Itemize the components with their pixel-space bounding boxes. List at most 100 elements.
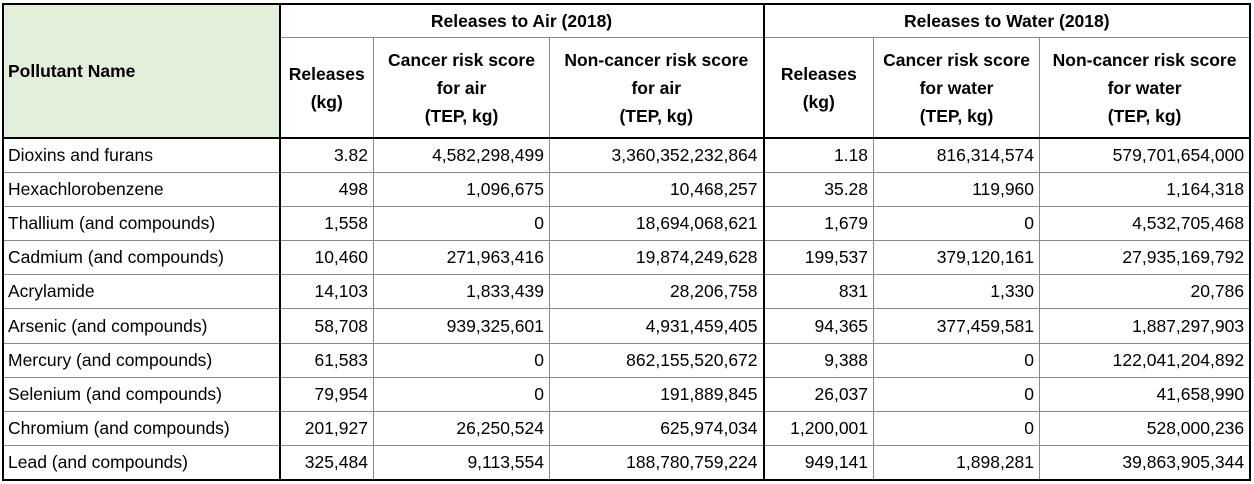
water-cancer-risk-header: Cancer risk score for water (TEP, kg) — [873, 37, 1041, 139]
air-noncancer-risk-cell: 188,780,759,224 — [548, 444, 765, 481]
water-noncancer-risk-header: Non-cancer risk score for water (TEP, kg) — [1039, 37, 1251, 139]
header-line: (kg) — [310, 91, 343, 112]
air-releases-cell: 61,583 — [279, 342, 374, 378]
water-cancer-risk-cell: 0 — [873, 376, 1041, 412]
pollutant-name-cell: Arsenic (and compounds) — [3, 308, 281, 344]
air-releases-kg-header: Releases (kg) — [279, 37, 374, 139]
water-releases-cell: 26,037 — [763, 376, 875, 412]
water-releases-cell: 1.18 — [763, 137, 875, 174]
air-cancer-risk-cell: 1,833,439 — [373, 274, 550, 310]
water-releases-cell: 1,679 — [763, 206, 875, 242]
water-noncancer-risk-cell: 27,935,169,792 — [1039, 240, 1251, 276]
water-cancer-risk-cell: 119,960 — [873, 172, 1041, 208]
air-releases-cell: 498 — [279, 172, 374, 208]
water-noncancer-risk-cell: 20,786 — [1039, 274, 1251, 310]
air-cancer-risk-header: Cancer risk score for air (TEP, kg) — [373, 37, 550, 139]
table-row: Thallium (and compounds) 1,558 0 18,694,068… — [3, 206, 1251, 242]
air-noncancer-risk-cell: 191,889,845 — [548, 376, 765, 412]
header-line: (TEP, kg) — [619, 105, 694, 126]
pollutant-name-cell: Lead (and compounds) — [3, 444, 281, 481]
water-releases-cell: 9,388 — [763, 342, 875, 378]
air-releases-cell: 79,954 — [279, 376, 374, 412]
header-line: (TEP, kg) — [919, 105, 994, 126]
water-releases-cell: 1,200,001 — [763, 410, 875, 446]
air-noncancer-risk-cell: 19,874,249,628 — [548, 240, 765, 276]
pollutant-name-header: Pollutant Name — [3, 4, 281, 139]
air-cancer-risk-cell: 0 — [373, 376, 550, 412]
air-releases-cell: 10,460 — [279, 240, 374, 276]
header-line: (TEP, kg) — [424, 105, 499, 126]
header-line: for water — [919, 77, 994, 98]
water-cancer-risk-cell: 1,330 — [873, 274, 1041, 310]
air-noncancer-risk-cell: 3,360,352,232,864 — [548, 137, 765, 174]
table-row: Dioxins and furans 3.82 4,582,298,499 3,360… — [3, 137, 1251, 174]
air-releases-cell: 3.82 — [279, 137, 374, 174]
water-releases-cell: 949,141 — [763, 444, 875, 481]
table-row: Cadmium (and compounds) 10,460 271,963,416… — [3, 240, 1251, 276]
table-row: Chromium (and compounds) 201,927 26,250,52… — [3, 410, 1251, 446]
table-row: Selenium (and compounds) 79,954 0 191,889,8… — [3, 376, 1251, 412]
header-line: Cancer risk score — [388, 49, 535, 70]
air-releases-cell: 58,708 — [279, 308, 374, 344]
water-cancer-risk-cell: 0 — [873, 206, 1041, 242]
air-releases-cell: 14,103 — [279, 274, 374, 310]
pollutant-releases-table: Pollutant Name Releases to Air (2018) Re… — [1, 3, 1252, 481]
air-releases-cell: 325,484 — [279, 444, 374, 481]
water-noncancer-risk-cell: 528,000,236 — [1039, 410, 1251, 446]
water-cancer-risk-cell: 377,459,581 — [873, 308, 1041, 344]
header-line: Cancer risk score — [883, 49, 1030, 70]
water-cancer-risk-cell: 379,120,161 — [873, 240, 1041, 276]
air-noncancer-risk-header: Non-cancer risk score for air (TEP, kg) — [548, 37, 765, 139]
water-releases-group-header: Releases to Water (2018) — [763, 4, 1251, 38]
pollutant-name-cell: Chromium (and compounds) — [3, 410, 281, 446]
table-row: Arsenic (and compounds) 58,708 939,325,601… — [3, 308, 1251, 344]
table-row: Mercury (and compounds) 61,583 0 862,155,52… — [3, 342, 1251, 378]
pollutant-name-cell: Acrylamide — [3, 274, 281, 310]
pollutant-name-cell: Hexachlorobenzene — [3, 172, 281, 208]
header-line: for air — [631, 77, 682, 98]
water-releases-kg-header: Releases (kg) — [763, 37, 875, 139]
header-line: for air — [436, 77, 487, 98]
water-releases-cell: 94,365 — [763, 308, 875, 344]
water-noncancer-risk-cell: 41,658,990 — [1039, 376, 1251, 412]
header-line: Releases — [780, 63, 857, 84]
pollutant-name-cell: Dioxins and furans — [3, 137, 281, 174]
water-cancer-risk-cell: 816,314,574 — [873, 137, 1041, 174]
water-cancer-risk-cell: 1,898,281 — [873, 444, 1041, 481]
pollutant-name-cell: Selenium (and compounds) — [3, 376, 281, 412]
table-row: Lead (and compounds) 325,484 9,113,554 188,… — [3, 444, 1251, 481]
air-noncancer-risk-cell: 10,468,257 — [548, 172, 765, 208]
water-releases-cell: 199,537 — [763, 240, 875, 276]
water-cancer-risk-cell: 0 — [873, 342, 1041, 378]
pollutant-name-cell: Mercury (and compounds) — [3, 342, 281, 378]
header-line: for water — [1107, 77, 1182, 98]
air-releases-cell: 1,558 — [279, 206, 374, 242]
air-cancer-risk-cell: 26,250,524 — [373, 410, 550, 446]
water-releases-cell: 35.28 — [763, 172, 875, 208]
water-cancer-risk-cell: 0 — [873, 410, 1041, 446]
air-cancer-risk-cell: 0 — [373, 206, 550, 242]
header-line: (TEP, kg) — [1107, 105, 1182, 126]
table-row: Hexachlorobenzene 498 1,096,675 10,468,257 3… — [3, 172, 1251, 208]
water-releases-cell: 831 — [763, 274, 875, 310]
water-noncancer-risk-cell: 4,532,705,468 — [1039, 206, 1251, 242]
air-releases-cell: 201,927 — [279, 410, 374, 446]
air-cancer-risk-cell: 9,113,554 — [373, 444, 550, 481]
water-noncancer-risk-cell: 39,863,905,344 — [1039, 444, 1251, 481]
water-noncancer-risk-cell: 1,887,297,903 — [1039, 308, 1251, 344]
air-cancer-risk-cell: 4,582,298,499 — [373, 137, 550, 174]
header-line: Non-cancer risk score — [564, 49, 749, 70]
water-noncancer-risk-cell: 1,164,318 — [1039, 172, 1251, 208]
air-cancer-risk-cell: 271,963,416 — [373, 240, 550, 276]
air-noncancer-risk-cell: 4,931,459,405 — [548, 308, 765, 344]
air-cancer-risk-cell: 939,325,601 — [373, 308, 550, 344]
air-noncancer-risk-cell: 28,206,758 — [548, 274, 765, 310]
pollutant-name-cell: Cadmium (and compounds) — [3, 240, 281, 276]
air-noncancer-risk-cell: 18,694,068,621 — [548, 206, 765, 242]
header-line: Non-cancer risk score — [1052, 49, 1237, 70]
air-releases-group-header: Releases to Air (2018) — [278, 4, 765, 38]
header-line: (kg) — [802, 91, 835, 112]
pollutant-name-cell: Thallium (and compounds) — [3, 206, 281, 242]
air-noncancer-risk-cell: 625,974,034 — [548, 410, 765, 446]
air-cancer-risk-cell: 1,096,675 — [373, 172, 550, 208]
